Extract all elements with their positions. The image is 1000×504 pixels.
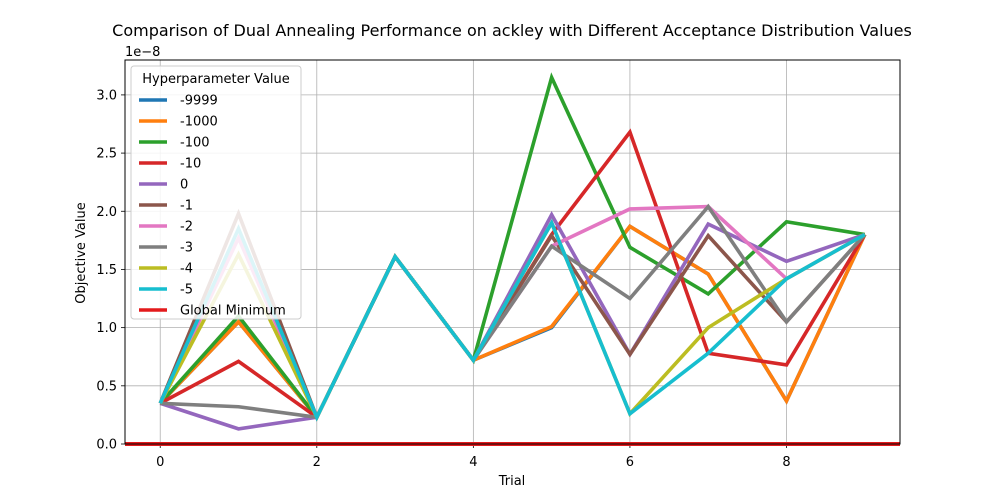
legend-label: 0 [180,178,188,193]
y-tick-label: 2.5 [96,147,117,162]
y-tick-label: 2.0 [96,205,117,220]
x-axis-label: Trial [498,474,526,489]
legend-label: -10 [180,157,201,172]
y-axis-label: Objective Value [74,202,89,303]
legend-label: -4 [180,262,193,277]
y-tick-label: 0.5 [96,379,117,394]
x-tick-label: 4 [469,455,477,470]
series-line--3 [160,203,867,420]
legend-label: -9999 [180,94,218,109]
x-tick-label: 6 [626,455,634,470]
legend-label: Global Minimum [180,304,286,319]
plot-frame [124,59,901,445]
legend-title: Hyperparameter Value [142,72,290,87]
legend: Hyperparameter Value-9999-1000-100-100-1… [130,65,302,320]
legend-label: -100 [180,136,210,151]
legend-label: -2 [180,220,193,235]
y-offset-label: 1e−8 [125,45,160,60]
x-tick-label: 2 [313,455,321,470]
chart-title: Comparison of Dual Annealing Performance… [112,21,912,40]
x-tick-label: 0 [156,455,164,470]
series-line--100 [158,72,866,421]
axis-ticks: 0 2 4 6 8 0.0 0.5 1.0 1.5 2.0 2.5 3.0 [96,88,790,470]
legend-label: -1 [180,199,193,214]
x-tick-label: 8 [782,455,790,470]
y-tick-label: 1.5 [96,263,117,278]
series-line--5 [158,218,866,422]
legend-label: -1000 [180,115,218,130]
y-tick-label: 1.0 [96,321,117,336]
y-tick-label: 3.0 [96,88,117,103]
legend-label: -5 [180,283,193,298]
legend-label: -3 [180,241,193,256]
legend-box [130,65,302,320]
y-tick-label: 0.0 [96,438,117,453]
